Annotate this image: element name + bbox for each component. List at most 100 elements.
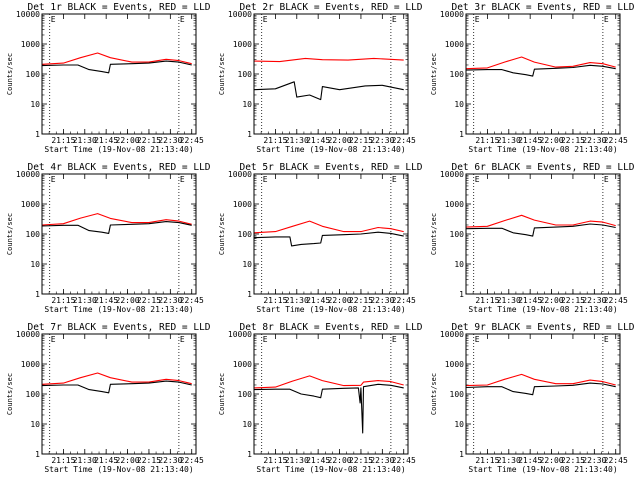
chart-panel-8: Det 8r BLACK = Events, RED = LLD 1 10 100 10… [218, 322, 423, 474]
chart-title: Det 8r BLACK = Events, RED = LLD [239, 322, 422, 333]
y-tick-label: 1 [35, 130, 40, 139]
y-tick-label: 10 [242, 420, 252, 429]
y-tick-label: 1 [35, 290, 40, 299]
lld-series-line [465, 373, 616, 387]
marker-label: E [180, 15, 185, 24]
y-tick-label: 100 [26, 390, 41, 399]
lld-series-line [465, 214, 616, 228]
events-series-line [465, 64, 616, 77]
y-tick-label: 100 [26, 230, 41, 239]
x-tick-label: 22:15 [349, 296, 373, 305]
plot-frame [41, 13, 197, 135]
x-tick-label: 21:30 [497, 136, 521, 145]
marker-label: E [604, 175, 609, 184]
x-axis-label: Start Time (19-Nov-08 21:13:40) [256, 145, 405, 154]
y-tick-label: 1000 [233, 200, 252, 209]
x-tick-label: 22:00 [328, 456, 352, 465]
x-tick-label: 21:15 [475, 296, 499, 305]
y-tick-label: 1000 [445, 360, 464, 369]
y-tick-label: 10000 [16, 170, 40, 179]
events-series-line [41, 380, 192, 394]
marker-label: E [475, 335, 480, 344]
y-tick-label: 10000 [16, 330, 40, 339]
events-series-line [253, 231, 404, 247]
y-tick-label: 100 [450, 230, 465, 239]
x-tick-label: 22:00 [116, 456, 140, 465]
marker-label: E [180, 175, 185, 184]
events-series-line [465, 382, 616, 396]
events-series-line [465, 223, 616, 237]
y-axis-label: Counts/sec [430, 53, 438, 95]
y-tick-label: 100 [450, 390, 465, 399]
y-tick-label: 10 [454, 420, 464, 429]
x-axis-label: Start Time (19-Nov-08 21:13:40) [468, 465, 617, 474]
lld-series-line [41, 372, 192, 385]
x-tick-label: 22:00 [328, 136, 352, 145]
y-axis-label: Counts/sec [218, 373, 226, 415]
x-tick-label: 22:30 [158, 136, 182, 145]
y-tick-label: 10000 [440, 10, 464, 19]
x-axis-label: Start Time (19-Nov-08 21:13:40) [468, 305, 617, 314]
y-tick-label: 10000 [228, 10, 252, 19]
y-axis-label: Counts/sec [6, 373, 14, 415]
lld-series-line [253, 375, 404, 389]
y-axis-label: Counts/sec [430, 373, 438, 415]
x-tick-label: 21:30 [285, 456, 309, 465]
y-tick-label: 10 [30, 260, 40, 269]
chart-title: Det 5r BLACK = Events, RED = LLD [239, 162, 422, 173]
x-axis-label: Start Time (19-Nov-08 21:13:40) [44, 305, 193, 314]
y-tick-label: 10 [30, 100, 40, 109]
x-tick-label: 21:15 [51, 296, 75, 305]
x-tick-label: 21:15 [263, 136, 287, 145]
marker-label: E [392, 335, 397, 344]
events-series-line [41, 60, 192, 74]
x-tick-label: 22:45 [392, 296, 416, 305]
marker-label: E [263, 335, 268, 344]
x-tick-label: 21:15 [51, 136, 75, 145]
x-tick-label: 22:15 [349, 456, 373, 465]
x-tick-label: 21:30 [497, 296, 521, 305]
y-tick-label: 10 [454, 260, 464, 269]
y-tick-label: 1 [459, 290, 464, 299]
marker-label: E [604, 15, 609, 24]
x-tick-label: 21:30 [73, 296, 97, 305]
plot-frame [41, 333, 197, 455]
chart-title: Det 1r BLACK = Events, RED = LLD [27, 2, 210, 13]
x-tick-label: 21:45 [94, 456, 118, 465]
plot-frame [253, 173, 409, 295]
lld-series-line [41, 52, 192, 65]
x-tick-label: 22:30 [582, 136, 606, 145]
y-tick-label: 10 [242, 260, 252, 269]
y-tick-label: 1 [247, 450, 252, 459]
y-tick-label: 10000 [440, 170, 464, 179]
y-tick-label: 100 [238, 70, 253, 79]
y-axis-label: Counts/sec [6, 53, 14, 95]
lld-series-line [465, 56, 616, 70]
x-tick-label: 22:00 [540, 136, 564, 145]
y-tick-label: 1 [247, 290, 252, 299]
x-tick-label: 22:30 [158, 296, 182, 305]
y-tick-label: 1000 [445, 200, 464, 209]
x-tick-label: 22:45 [604, 456, 628, 465]
y-tick-label: 100 [238, 390, 253, 399]
plot-frame [41, 173, 197, 295]
y-tick-label: 1 [459, 130, 464, 139]
x-axis-label: Start Time (19-Nov-08 21:13:40) [256, 305, 405, 314]
x-tick-label: 21:45 [306, 296, 330, 305]
y-axis-label: Counts/sec [6, 213, 14, 255]
x-tick-label: 22:45 [604, 296, 628, 305]
marker-label: E [475, 175, 480, 184]
y-tick-label: 10000 [228, 170, 252, 179]
marker-label: E [475, 15, 480, 24]
plot-frame [465, 13, 621, 135]
x-tick-label: 21:30 [285, 136, 309, 145]
x-axis-label: Start Time (19-Nov-08 21:13:40) [256, 465, 405, 474]
chart-panel-7: Det 7r BLACK = Events, RED = LLD 1 10 100 10… [6, 322, 211, 474]
marker-label: E [263, 175, 268, 184]
x-tick-label: 21:45 [518, 136, 542, 145]
chart-title: Det 6r BLACK = Events, RED = LLD [451, 162, 634, 173]
marker-label: E [51, 15, 56, 24]
x-axis-label: Start Time (19-Nov-08 21:13:40) [44, 145, 193, 154]
lld-series-line [41, 213, 192, 226]
lld-series-line [253, 57, 404, 63]
